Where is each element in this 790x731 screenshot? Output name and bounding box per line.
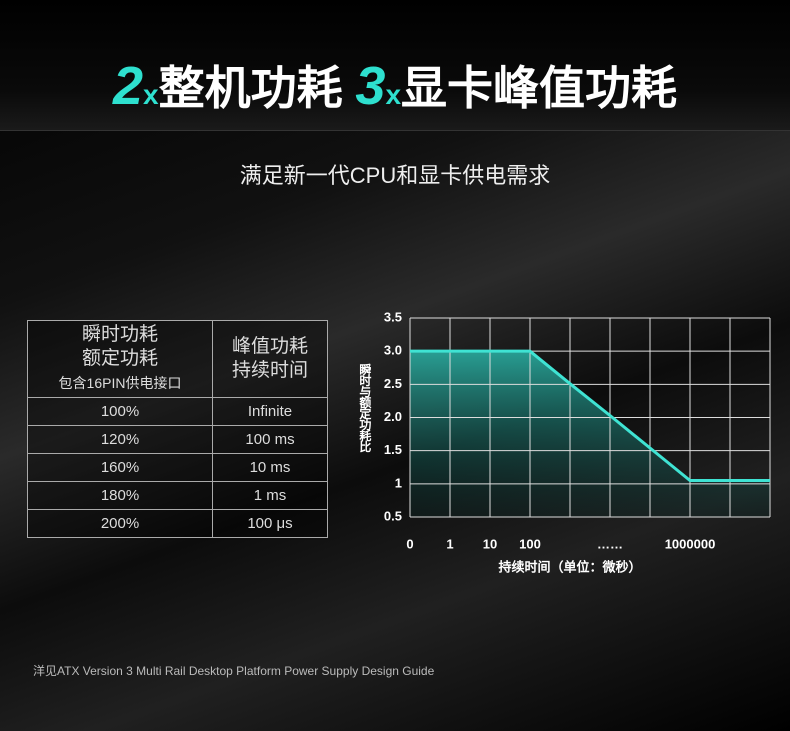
header-cell: 瞬时功耗额定功耗包含16PIN供电接口 bbox=[27, 320, 213, 398]
header-line: 峰值功耗 bbox=[231, 336, 308, 357]
y-tick-label: 1.5 bbox=[384, 442, 402, 457]
y-tick-label: 2.0 bbox=[384, 409, 402, 424]
subtitle: 满足新一代CPU和显卡供电需求 bbox=[239, 163, 551, 188]
area bbox=[410, 351, 770, 517]
y-tick-label: 3.0 bbox=[384, 343, 402, 358]
header-line: 包含16PIN供电接口 bbox=[58, 375, 182, 391]
header-line: 额定功耗 bbox=[81, 348, 158, 369]
table-cell: 1 ms bbox=[212, 481, 328, 510]
table-cell: Infinite bbox=[212, 397, 328, 426]
headline-x: x bbox=[385, 79, 402, 110]
table-row: 120% 100 ms bbox=[27, 425, 328, 454]
headline-text: 显卡峰值功耗 bbox=[401, 62, 678, 114]
y-tick-label: 3.5 bbox=[384, 309, 402, 324]
table-cell: 100% bbox=[27, 397, 213, 426]
table-body: 100% Infinite 120% 100 ms 160% 10 ms 180% 1 ms 2… bbox=[27, 397, 328, 538]
line bbox=[410, 349, 770, 483]
header-line: 瞬时功耗 bbox=[81, 324, 158, 345]
table-row: 180% 1 ms bbox=[27, 481, 328, 510]
table-cell: 180% bbox=[27, 481, 213, 510]
table-cell: 160% bbox=[27, 453, 213, 482]
x-tick-label: …… bbox=[597, 536, 623, 551]
y-tick-label: 1 bbox=[395, 475, 402, 490]
header-cell: 峰值功耗 持续时间 bbox=[212, 320, 328, 398]
headline: 2x整机功耗 3x显卡峰值功耗 bbox=[0, 52, 790, 118]
x-axis-label: 持续时间（单位：微秒） bbox=[498, 559, 641, 574]
header-line: 持续时间 bbox=[231, 360, 308, 381]
x-tick-label: 1 bbox=[446, 536, 453, 551]
y-tick-label: 0.5 bbox=[384, 508, 402, 523]
footer: 洋见ATX Version 3 Multi Rail Desktop Platf… bbox=[33, 664, 435, 678]
x-tick-label: 1000000 bbox=[665, 536, 716, 551]
x-tick-label: 100 bbox=[519, 536, 541, 551]
headline-number: 3 bbox=[355, 56, 386, 116]
x-tick-label: 10 bbox=[483, 536, 497, 551]
table-row: 100% Infinite bbox=[27, 397, 328, 426]
table-cell: 100 μs bbox=[212, 509, 328, 538]
table-cell: 120% bbox=[27, 425, 213, 454]
table: 瞬时功耗额定功耗包含16PIN供电接口 峰值功耗持续时间 100% Infinit… bbox=[27, 320, 328, 538]
headline-number: 2 bbox=[112, 56, 144, 116]
table-cell: 200% bbox=[27, 509, 213, 538]
y-axis-label: 瞬时与额定功耗比 bbox=[358, 362, 372, 453]
headline-x: x bbox=[143, 79, 159, 110]
table-row: 200% 100 μs bbox=[27, 509, 328, 538]
y-tick-label: 2.5 bbox=[384, 376, 402, 391]
x-tick-label: 0 bbox=[406, 536, 413, 551]
header-band bbox=[0, 0, 790, 131]
headline-text: 整机功耗 bbox=[158, 62, 343, 114]
